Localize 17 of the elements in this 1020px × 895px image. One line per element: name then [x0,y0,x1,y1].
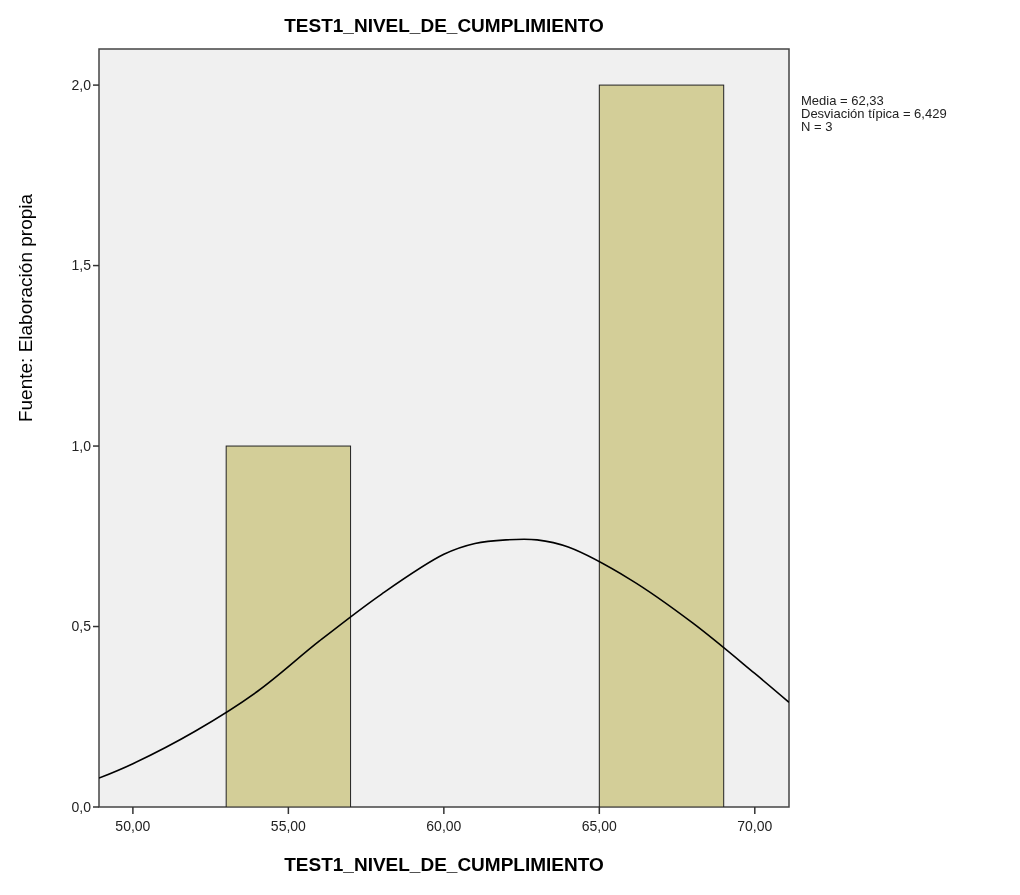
y-tick-label: 0,5 [71,618,92,635]
x-tick-label: 55,00 [270,818,307,834]
x-tick-label: 70,00 [737,818,773,834]
source-note: Fuente: Elaboración propia [15,193,36,423]
text: N = 3 [801,119,833,134]
y-tick-label: 2,0 [71,77,92,93]
line-series [99,538,789,779]
x-axis-title: TEST1_NIVEL_DE_CUMPLIMIENTO [284,854,604,875]
y-tick-label: 1,5 [71,257,92,274]
text: Media = 62,33 [801,93,884,108]
x-tick-label: 65,00 [581,818,618,834]
x-tick-label: 60,00 [426,818,462,834]
y-tick-label: 0,0 [71,798,92,815]
text: Desviación típica = 6,429 [801,106,947,121]
chart-title: TEST1_NIVEL_DE_CUMPLIMIENTO [284,15,604,36]
x-tick-label: 50,00 [115,818,151,834]
y-tick-label: 1,0 [71,437,92,454]
